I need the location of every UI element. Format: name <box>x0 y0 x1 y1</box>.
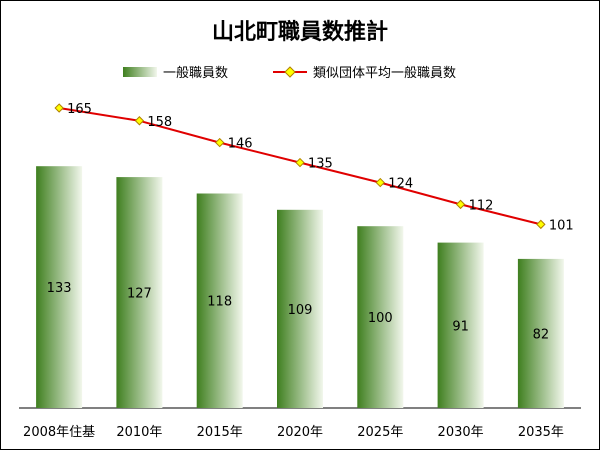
line-point-4 <box>375 177 385 188</box>
bar-5 <box>437 242 484 408</box>
bar-value-label-6: 82 <box>533 328 550 343</box>
line-point-5 <box>455 199 466 210</box>
bar-0 <box>36 166 83 408</box>
line-value-label-6: 101 <box>549 218 574 233</box>
line-value-label-5: 112 <box>469 198 494 213</box>
line-point-1 <box>134 116 145 126</box>
legend: 一般職員数 類似団体平均一般職員数 <box>123 65 456 81</box>
bar-value-label-3: 109 <box>288 303 313 318</box>
bar-value-label-5: 91 <box>452 319 469 334</box>
chart-title: 山北町職員数推計 <box>212 19 388 45</box>
bar-2 <box>196 193 243 408</box>
x-tick-label-0: 2008年住基 <box>23 425 95 440</box>
line-value-label-2: 146 <box>228 137 253 152</box>
bar-value-label-0: 133 <box>47 281 72 296</box>
line-series: 165 158 146 135 124 112 101 <box>54 102 574 233</box>
x-tick-label-2: 2015年 <box>197 425 243 440</box>
line-point-0 <box>54 103 64 113</box>
bar-series: 133 127 118 109 100 91 82 <box>36 166 564 408</box>
legend-bar-swatch <box>123 67 157 77</box>
bar-6 <box>517 258 564 408</box>
x-tick-label-6: 2035年 <box>518 425 564 440</box>
bar-4 <box>357 226 404 408</box>
line-value-label-0: 165 <box>67 102 92 117</box>
x-tick-label-5: 2030年 <box>438 425 484 440</box>
line-value-label-4: 124 <box>388 177 413 192</box>
legend-line-label: 類似団体平均一般職員数 <box>313 65 456 81</box>
x-tick-label-3: 2020年 <box>277 425 323 440</box>
line-point-2 <box>215 137 225 148</box>
legend-line-marker <box>284 66 296 78</box>
x-tick-label-1: 2010年 <box>116 425 162 440</box>
legend-bar-label: 一般職員数 <box>163 65 228 81</box>
bar-1 <box>116 177 163 408</box>
bar-value-label-2: 118 <box>207 295 232 310</box>
bar-value-label-1: 127 <box>127 287 152 302</box>
bar-3 <box>277 209 323 408</box>
line-value-label-1: 158 <box>147 115 172 130</box>
line-point-3 <box>295 157 305 168</box>
line-point-6 <box>536 219 546 230</box>
bar-value-label-4: 100 <box>368 311 393 326</box>
x-tick-label-4: 2025年 <box>357 425 403 440</box>
x-axis-ticks: 2008年住基 2010年 2015年 2020年 2025年 2030年 2035年 <box>23 425 564 440</box>
line-value-label-3: 135 <box>308 157 333 172</box>
